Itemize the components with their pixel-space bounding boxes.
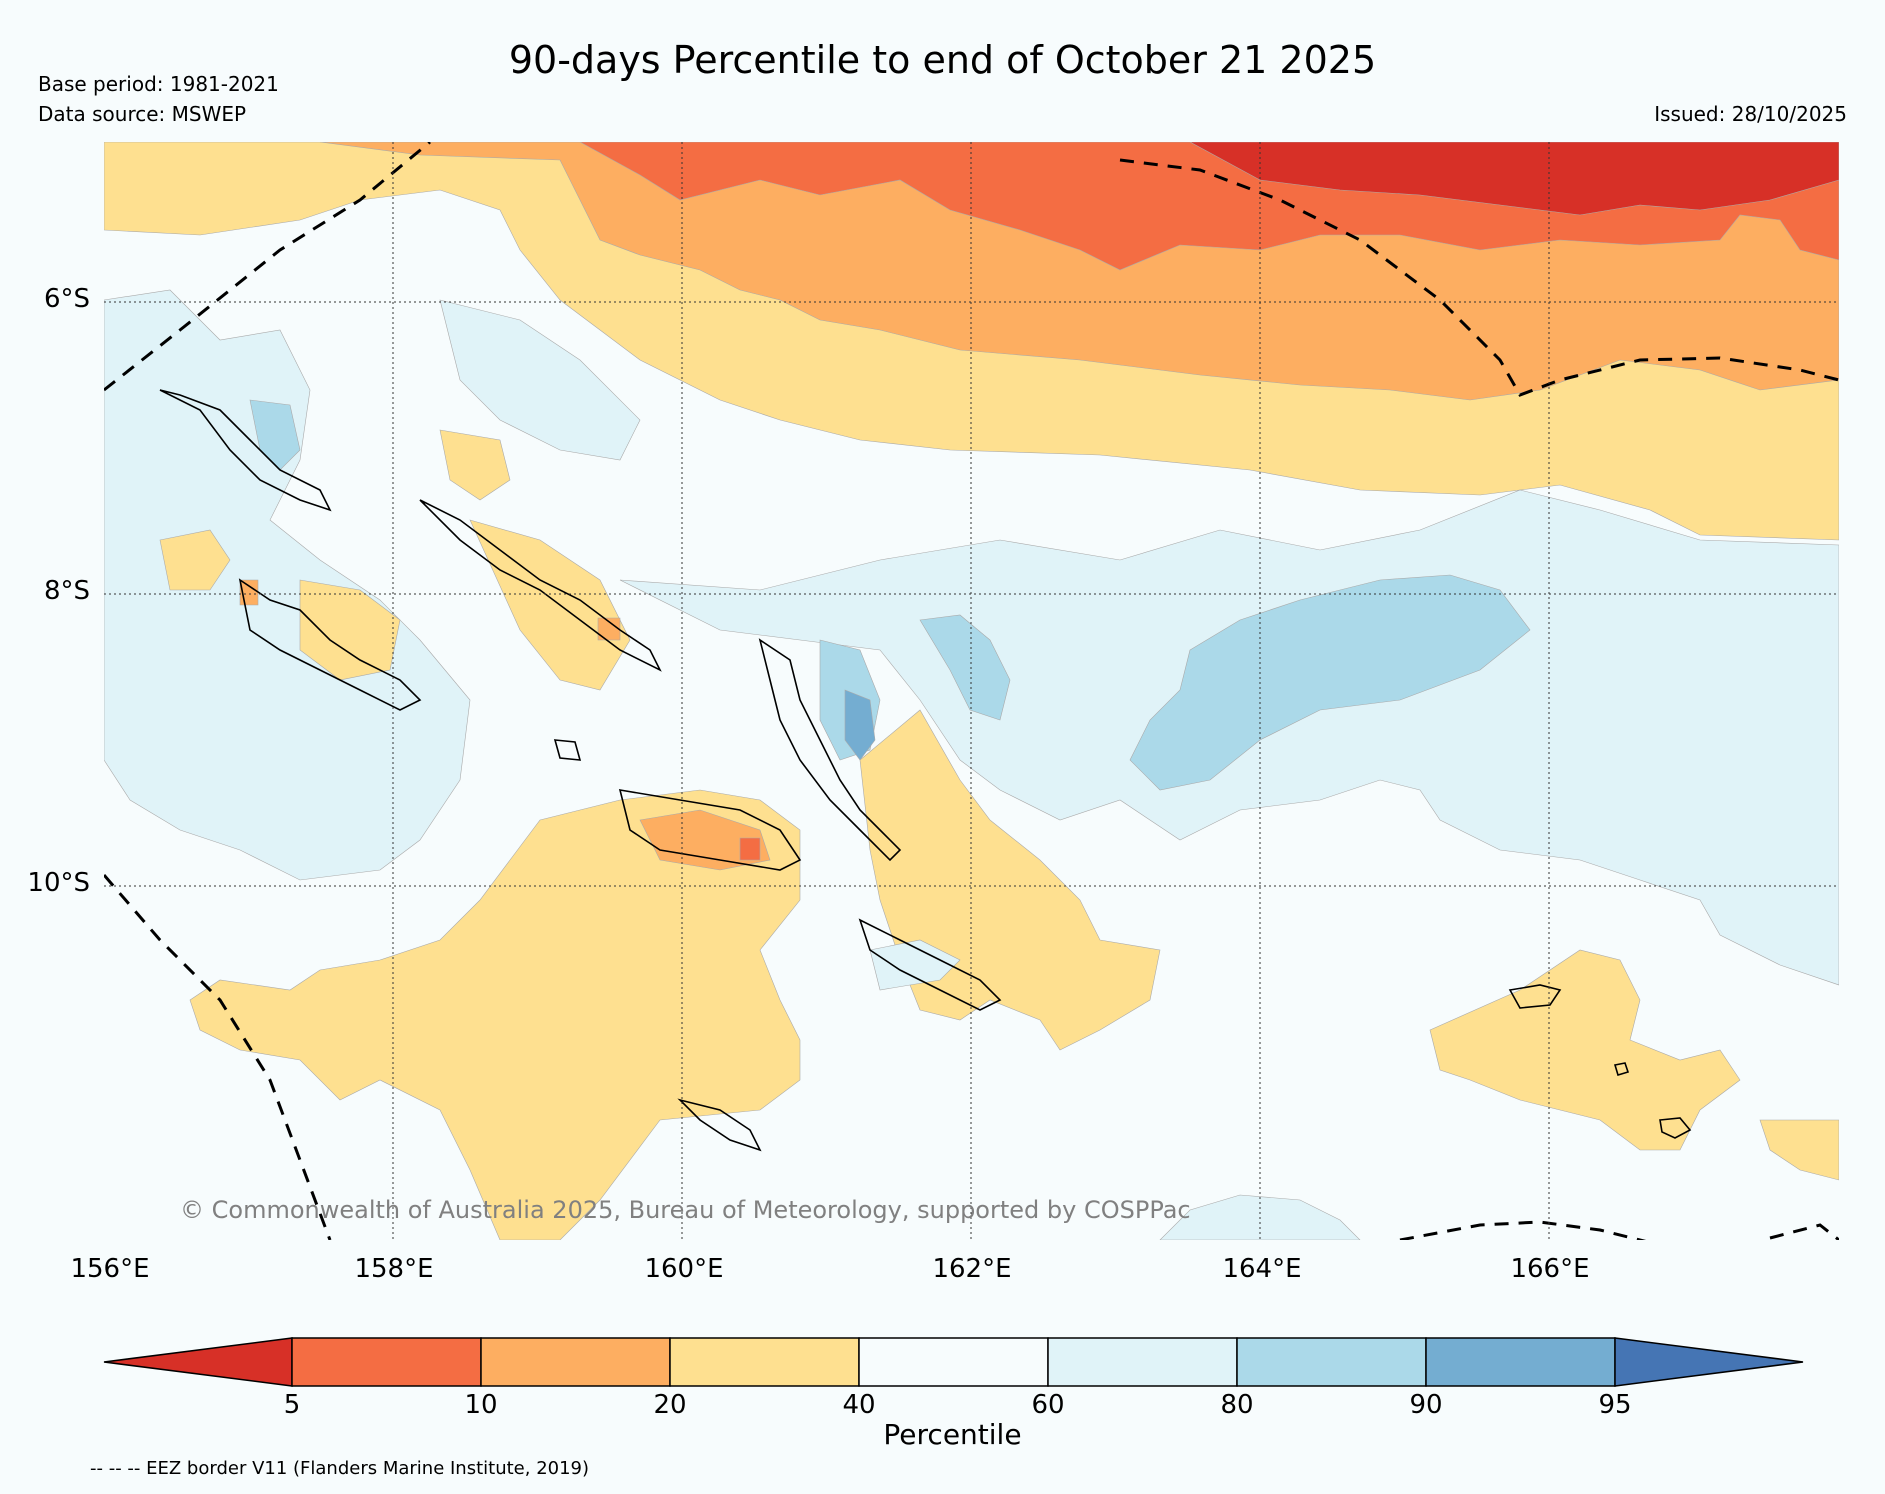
coast-choiseul xyxy=(419,499,662,672)
colorbar-60-80 xyxy=(1047,1337,1238,1387)
colorbar-40-60 xyxy=(858,1337,1049,1387)
band-60-80-small xyxy=(869,939,961,991)
band-80-90 xyxy=(1129,574,1531,791)
band-20-40-south xyxy=(189,789,801,1240)
coast-new-georgia xyxy=(238,578,422,711)
lat-label-10s: 10°S xyxy=(27,868,90,898)
coast-santa-isabel xyxy=(758,638,902,862)
lon-label-156e: 156°E xyxy=(70,1254,150,1284)
band-20-40-east xyxy=(1429,949,1741,1151)
coast-makira xyxy=(858,918,1002,1011)
colorbar-tick-40: 40 xyxy=(842,1390,876,1420)
colorbar-10-20 xyxy=(480,1337,671,1387)
eez-south-west xyxy=(104,874,332,1240)
data-source: Data source: MSWEP xyxy=(38,102,247,126)
colorbar-tick-20: 20 xyxy=(653,1390,687,1420)
eez-borders xyxy=(104,142,1839,1240)
coast-bougainville xyxy=(159,389,332,512)
copyright-notice: © Commonwealth of Australia 2025, Bureau… xyxy=(180,1196,1191,1224)
lon-label-162e: 162°E xyxy=(932,1254,1012,1284)
band-10-20-south xyxy=(639,809,771,871)
band-20-40-w4 xyxy=(439,429,511,501)
gridlines xyxy=(104,142,1839,1240)
band-80-90-b xyxy=(919,614,1011,721)
colorbar-low-extend xyxy=(103,1337,293,1387)
coast-vanikoro xyxy=(1659,1117,1692,1139)
eez-north-west xyxy=(104,142,431,392)
eez-north-east xyxy=(1119,158,1839,397)
colorbar-title: Percentile xyxy=(883,1418,1022,1451)
colorbar-tick-80: 80 xyxy=(1220,1390,1254,1420)
colorbar-80-90 xyxy=(1236,1337,1427,1387)
base-period: Base period: 1981-2021 xyxy=(38,72,279,96)
colorbar-20-40 xyxy=(669,1337,860,1387)
lon-label-164e: 164°E xyxy=(1222,1254,1302,1284)
band-60-80-west2 xyxy=(439,299,641,461)
colorbar-high-extend xyxy=(1614,1337,1804,1387)
coast-santa-cruz xyxy=(1508,984,1562,1009)
coast-guadalcanal xyxy=(618,789,802,871)
colorbar-90-95 xyxy=(1425,1337,1616,1387)
eez-legend-note: -- -- -- EEZ border V11 (Flanders Marine… xyxy=(90,1458,590,1479)
map-title: 90-days Percentile to end of October 21 … xyxy=(508,38,1377,82)
colorbar-tick-95: 95 xyxy=(1598,1390,1632,1420)
colorbar-5-10 xyxy=(291,1337,482,1387)
band-20-40-w2 xyxy=(299,579,401,681)
lon-label-158e: 158°E xyxy=(354,1254,434,1284)
coastlines xyxy=(159,389,1692,1152)
band-20-40-se xyxy=(1759,1119,1839,1181)
colorbar xyxy=(103,1337,1804,1387)
eez-south-east xyxy=(1399,1220,1647,1240)
band-below-5 xyxy=(1189,142,1839,216)
colorbar-tick-10: 10 xyxy=(464,1390,498,1420)
band-5-10-south xyxy=(739,837,761,861)
lat-label-8s: 8°S xyxy=(43,576,90,606)
colorbar-tick-90: 90 xyxy=(1409,1390,1443,1420)
lon-label-160e: 160°E xyxy=(644,1254,724,1284)
band-20-40-w3 xyxy=(469,519,631,691)
coast-small-1 xyxy=(553,739,582,761)
coast-utupua xyxy=(1613,1062,1630,1076)
colorbar-tick-5: 5 xyxy=(283,1390,301,1420)
coast-rennell xyxy=(677,1098,762,1152)
percentile-field xyxy=(104,142,1839,1240)
band-60-80-west xyxy=(104,289,471,881)
band-90-95 xyxy=(844,689,876,761)
lat-label-6s: 6°S xyxy=(43,284,90,314)
colorbar-tick-60: 60 xyxy=(1031,1390,1065,1420)
band-20-40-w1 xyxy=(159,529,231,591)
issued-date: Issued: 28/10/2025 xyxy=(1654,102,1847,126)
eez-south-east2 xyxy=(1769,1223,1839,1240)
lon-label-166e: 166°E xyxy=(1510,1254,1590,1284)
